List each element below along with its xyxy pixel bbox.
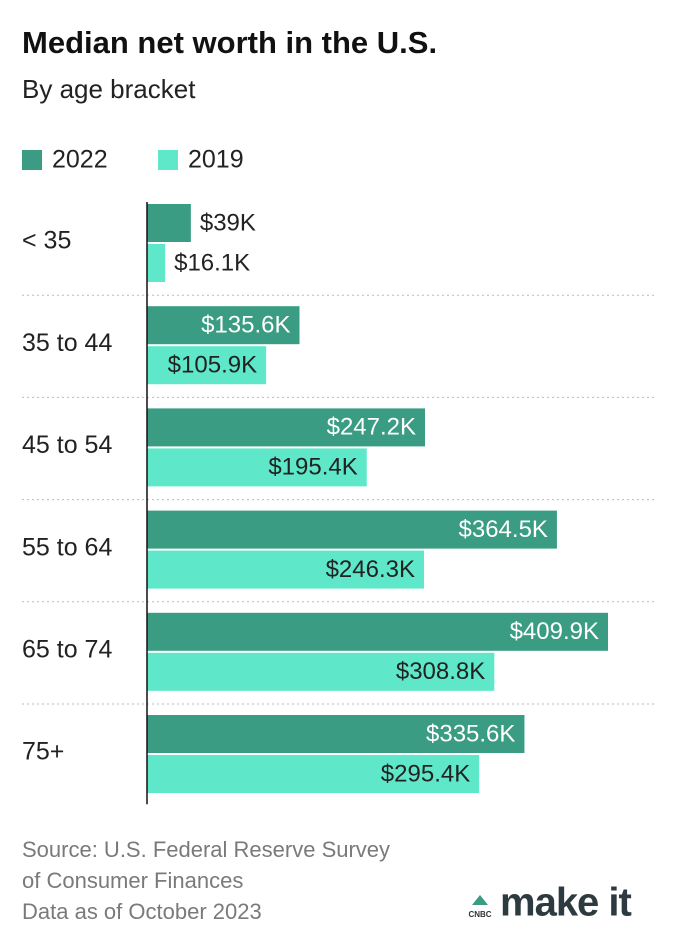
chart-title: Median net worth in the U.S. [22,25,437,60]
logo: CNBC make it [468,881,632,925]
logo-icon [472,895,488,905]
value-label: $308.8K [396,658,485,685]
legend-label: 2022 [52,146,108,174]
legend-label: 2019 [188,146,244,174]
value-label: $364.5K [459,516,548,543]
category-label: 45 to 54 [22,431,112,459]
value-label: $105.9K [168,352,257,379]
category-label: < 35 [22,227,71,255]
bar [147,204,191,242]
bar [147,408,426,447]
chart-subtitle: By age bracket [22,74,196,104]
bar [147,715,525,753]
logo-name: make it [500,881,632,925]
value-label: $195.4K [268,454,357,481]
value-label: $295.4K [381,760,470,787]
bar [147,306,300,345]
value-label: $16.1K [174,249,250,276]
category-label: 65 to 74 [22,636,112,664]
bar [147,448,367,487]
bar [147,612,608,651]
value-label: $335.6K [426,720,515,747]
source-line: Source: U.S. Federal Reserve Survey [22,837,390,862]
bar [147,755,480,793]
source-line: Data as of October 2023 [22,899,262,924]
value-label: $135.6K [201,312,290,339]
value-label: $247.2K [327,414,416,441]
source-line: of Consumer Finances [22,868,243,893]
bar [147,510,557,549]
logo-brand: CNBC [468,910,491,919]
bar [147,550,425,589]
category-label: 75+ [22,738,64,766]
bar [147,346,267,385]
category-label: 35 to 44 [22,329,112,357]
bar [147,244,166,282]
value-label: $39K [200,209,256,236]
bar [147,652,495,691]
value-label: $409.9K [510,618,599,645]
legend-swatch [22,150,42,170]
legend-swatch [158,150,178,170]
value-label: $246.3K [326,556,415,583]
category-label: 55 to 64 [22,533,112,561]
